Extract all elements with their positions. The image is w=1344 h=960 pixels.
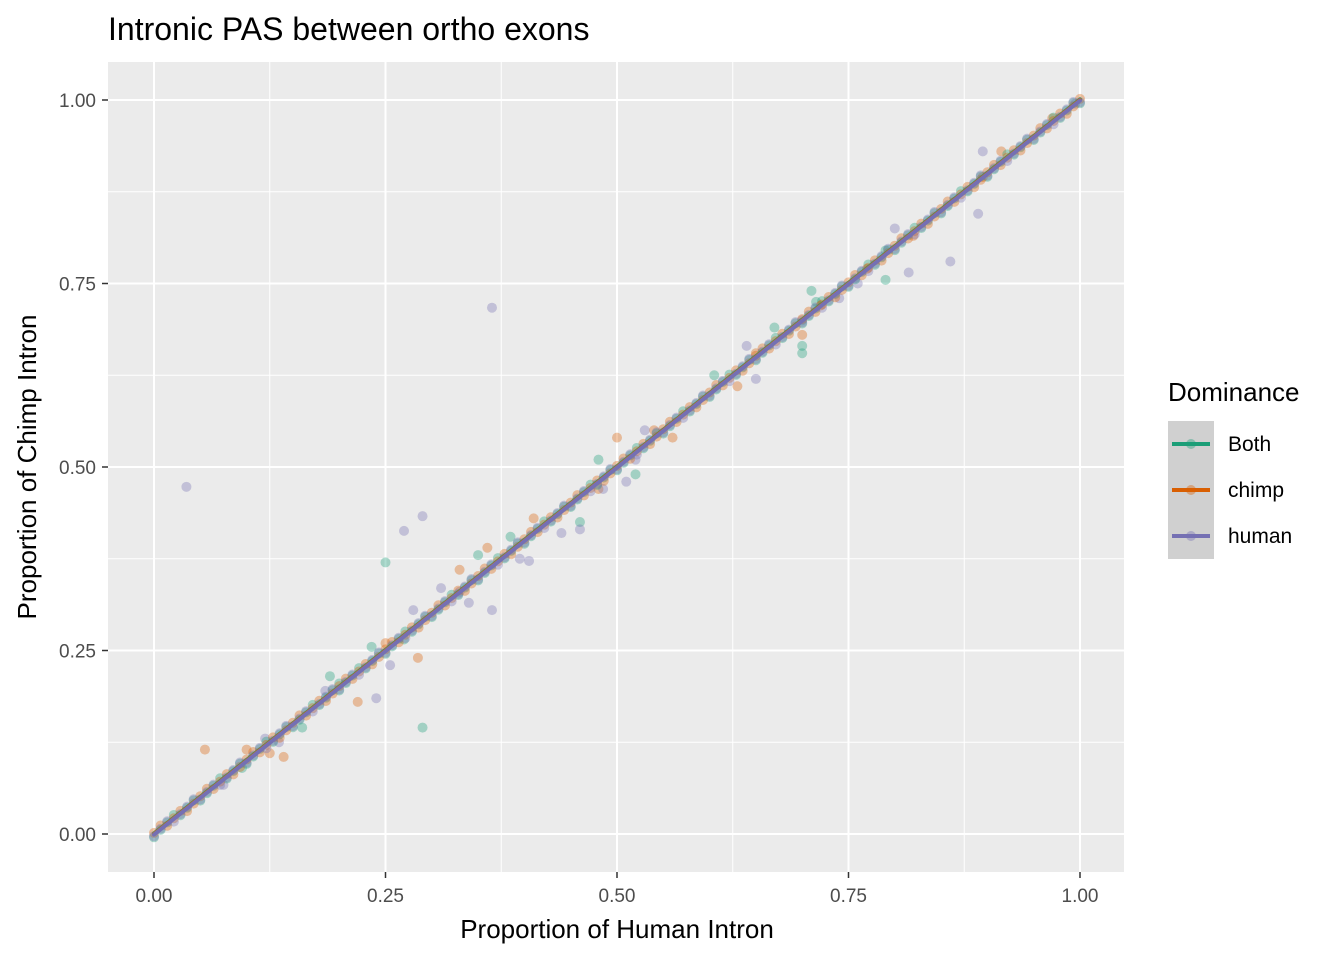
data-point-human	[385, 660, 396, 671]
data-point-human	[903, 267, 914, 278]
data-point-human	[514, 553, 525, 564]
data-point-human	[973, 208, 984, 219]
data-point-human	[463, 597, 474, 608]
y-axis: 0.00 0.25 0.50 0.75 1.00	[59, 91, 108, 846]
data-point-both	[797, 340, 808, 351]
x-tick-label: 1.00	[1062, 886, 1099, 907]
data-point-chimp	[482, 542, 493, 553]
data-point-chimp	[352, 696, 363, 707]
data-point-both	[505, 531, 516, 542]
data-point-human	[408, 605, 419, 616]
data-point-human	[436, 583, 447, 594]
legend-point-chimp	[1186, 485, 1196, 495]
data-point-chimp	[241, 744, 252, 755]
fit-line-human	[152, 98, 1082, 837]
y-tick-label: 0.50	[59, 458, 96, 479]
legend-point-human	[1186, 531, 1196, 541]
data-point-chimp	[732, 381, 743, 392]
data-point-human	[741, 340, 752, 351]
x-tick-label: 0.50	[599, 886, 636, 907]
data-point-both	[797, 348, 808, 359]
data-point-chimp	[996, 146, 1007, 157]
data-point-human	[486, 605, 497, 616]
data-point-human	[750, 373, 761, 384]
data-point-both	[630, 469, 641, 480]
data-point-both	[769, 322, 780, 333]
data-point-chimp	[278, 751, 289, 762]
data-point-human	[639, 425, 650, 436]
data-point-both	[417, 722, 428, 733]
data-point-chimp	[199, 744, 210, 755]
data-point-both	[473, 550, 484, 561]
data-point-human	[977, 146, 988, 157]
data-point-chimp	[528, 513, 539, 524]
y-tick-label: 1.00	[59, 91, 96, 112]
data-point-both	[593, 454, 604, 465]
y-axis-title: Proportion of Chimp Intron	[12, 315, 42, 620]
chart-title: Intronic PAS between ortho exons	[108, 11, 589, 47]
data-point-human	[371, 693, 382, 704]
data-point-human	[945, 256, 956, 267]
data-point-both	[297, 722, 308, 733]
data-point-human	[486, 302, 497, 313]
data-point-both	[366, 641, 377, 652]
data-point-chimp	[797, 329, 808, 340]
y-tick-label: 0.75	[59, 275, 96, 296]
legend-point-both	[1186, 439, 1196, 449]
data-point-both	[380, 557, 391, 568]
data-point-human	[621, 476, 632, 487]
data-point-human	[524, 555, 535, 566]
data-point-chimp	[264, 748, 275, 759]
x-tick-label: 0.25	[367, 886, 404, 907]
x-axis-title: Proportion of Human Intron	[460, 914, 774, 944]
data-point-human	[417, 511, 428, 522]
data-point-both	[324, 671, 335, 682]
x-tick-label: 0.75	[830, 886, 867, 907]
data-point-human	[574, 524, 585, 535]
data-point-chimp	[612, 432, 622, 443]
data-point-chimp	[667, 432, 678, 443]
legend-label-human: human	[1228, 525, 1292, 548]
data-point-human	[556, 528, 567, 539]
x-axis: 0.00 0.25 0.50 0.75 1.00	[136, 872, 1099, 907]
y-tick-label: 0.00	[59, 825, 96, 846]
legend-label-both: Both	[1228, 433, 1271, 456]
data-point-both	[574, 517, 585, 528]
data-point-human	[889, 223, 900, 234]
data-point-human	[598, 484, 609, 495]
legend-label-chimp: chimp	[1228, 479, 1284, 502]
y-tick-label: 0.25	[59, 642, 96, 663]
data-point-both	[806, 285, 817, 296]
data-point-both	[709, 370, 720, 381]
legend: Dominance Both chimp human	[1168, 377, 1300, 559]
data-point-human	[399, 525, 410, 536]
data-point-chimp	[454, 564, 465, 575]
data-point-chimp	[412, 652, 423, 663]
data-point-both	[880, 274, 891, 285]
data-point-human	[181, 481, 192, 492]
x-tick-label: 0.00	[136, 886, 173, 907]
legend-title: Dominance	[1168, 377, 1300, 407]
fit-lines	[152, 97, 1082, 837]
